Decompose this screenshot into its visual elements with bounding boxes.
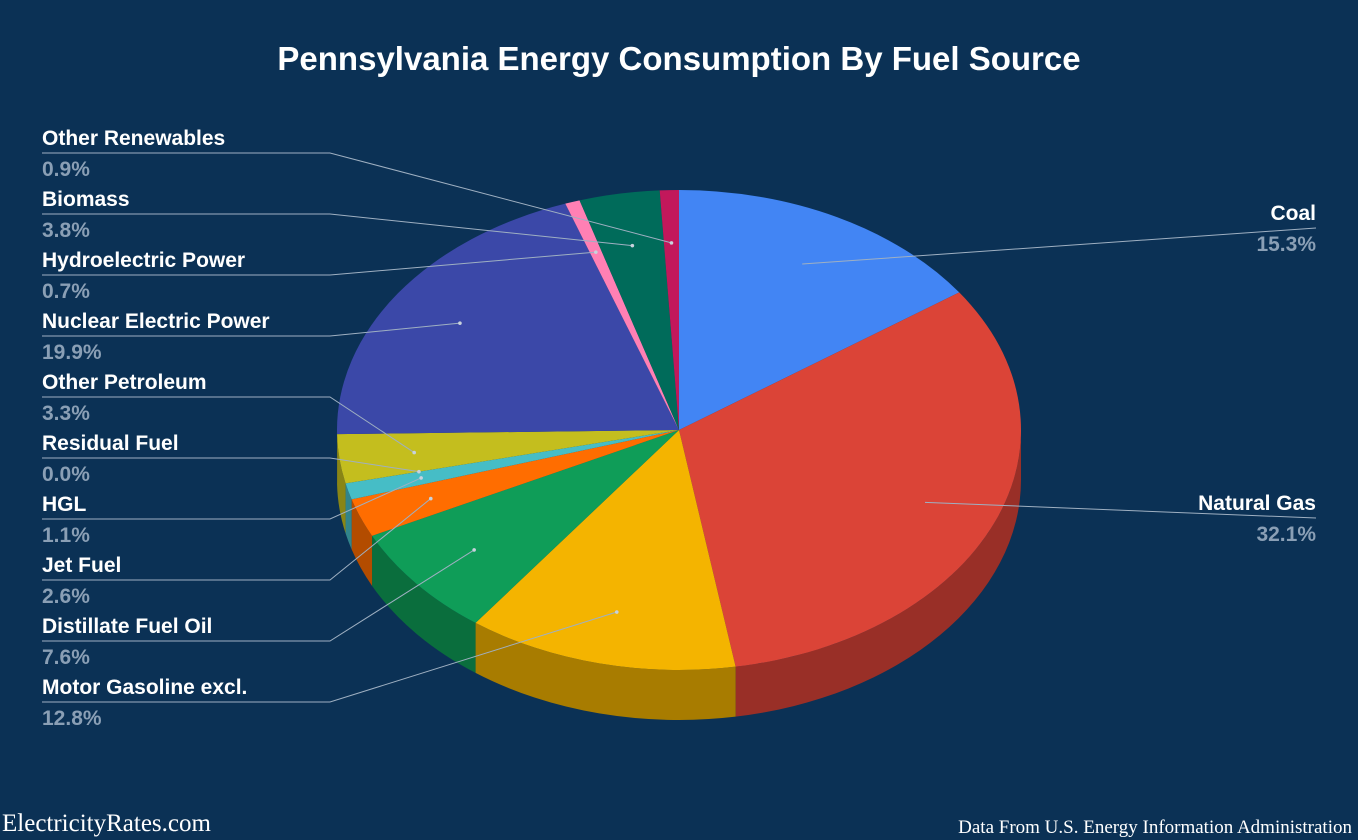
slice-label-hgl: HGL 1.1%: [42, 476, 423, 547]
slice-other-petroleum: [337, 430, 679, 484]
data-source-note: Data From U.S. Energy Information Admini…: [958, 817, 1352, 838]
leader-line-motor-gasoline-excl: [42, 611, 617, 703]
leader-dot-biomass: [630, 243, 635, 248]
leader-line-distillate-fuel-oil: [42, 549, 475, 642]
slice-labels: Coal 15.3% Natural Gas 32.1% Motor Gasoline …: [42, 127, 1316, 730]
leader-line-biomass: [42, 213, 633, 247]
leader-line-hgl: [42, 477, 422, 520]
leader-line-other-petroleum: [42, 396, 415, 453]
slice-side-natural-gas: [735, 430, 1021, 717]
slice-label-other-renewables: Other Renewables 0.9%: [42, 127, 674, 245]
leader-line-other-renewables: [42, 152, 672, 244]
leader-dot-other-renewables: [669, 241, 674, 245]
slice-jet-fuel: [351, 430, 679, 536]
slice-hgl: [345, 430, 679, 500]
slice-side-hgl: [345, 483, 352, 550]
leader-dot-residual-fuel: [417, 469, 421, 474]
slice-side-distillate-fuel-oil: [372, 535, 476, 673]
leader-dot-jet-fuel: [428, 496, 433, 501]
slice-biomass: [579, 190, 679, 430]
slice-natural-gas: [679, 292, 1021, 667]
slice-side-motor-gasoline-excl: [475, 622, 736, 720]
slice-name-motor-gasoline-excl: Motor Gasoline excl.: [42, 676, 247, 699]
slice-value-biomass: 3.8%: [42, 219, 90, 242]
slice-value-coal: 15.3%: [1256, 233, 1316, 256]
slice-label-distillate-fuel-oil: Distillate Fuel Oil 7.6%: [42, 548, 476, 669]
leader-dot-distillate-fuel-oil: [472, 548, 476, 552]
slice-other-renewables: [659, 190, 679, 430]
slice-label-biomass: Biomass 3.8%: [42, 188, 635, 248]
slice-value-jet-fuel: 2.6%: [42, 585, 90, 608]
leader-line-jet-fuel: [42, 498, 432, 581]
leader-dot-nuclear-electric-power: [458, 321, 462, 325]
slice-name-residual-fuel: Residual Fuel: [42, 432, 179, 455]
slice-name-nuclear-electric-power: Nuclear Electric Power: [42, 310, 270, 333]
slice-label-motor-gasoline-excl: Motor Gasoline excl. 12.8%: [42, 610, 619, 730]
leader-dot-hydroelectric-power: [594, 250, 598, 254]
leader-line-natural-gas: [924, 501, 1317, 519]
slice-name-hydroelectric-power: Hydroelectric Power: [42, 249, 245, 272]
slice-name-biomass: Biomass: [42, 188, 130, 211]
leader-line-coal: [802, 227, 1317, 265]
slice-motor-gasoline-excl: [475, 430, 736, 671]
slice-value-natural-gas: 32.1%: [1256, 523, 1316, 546]
slice-value-other-renewables: 0.9%: [42, 158, 90, 181]
slice-value-distillate-fuel-oil: 7.6%: [42, 646, 90, 669]
chart-title: Pennsylvania Energy Consumption By Fuel …: [277, 40, 1081, 77]
pie-slices: [337, 190, 1021, 671]
slice-label-nuclear-electric-power: Nuclear Electric Power 19.9%: [42, 310, 462, 364]
brand-logo-text: ElectricityRates.com: [2, 810, 211, 837]
slice-side-jet-fuel: [351, 499, 373, 586]
slice-hydroelectric-power: [565, 200, 679, 430]
slice-label-residual-fuel: Residual Fuel 0.0%: [42, 432, 421, 486]
slice-value-motor-gasoline-excl: 12.8%: [42, 707, 102, 730]
slice-value-hgl: 1.1%: [42, 524, 90, 547]
slice-distillate-fuel-oil: [372, 430, 679, 623]
slice-name-coal: Coal: [1270, 202, 1316, 225]
slice-value-residual-fuel: 0.0%: [42, 463, 90, 486]
slice-value-other-petroleum: 3.3%: [42, 402, 90, 425]
leader-line-residual-fuel: [42, 457, 420, 473]
leader-dot-other-petroleum: [412, 450, 416, 455]
slice-name-natural-gas: Natural Gas: [1198, 492, 1316, 515]
slice-label-jet-fuel: Jet Fuel 2.6%: [42, 496, 433, 608]
pie-sides: [337, 430, 1021, 720]
slice-name-jet-fuel: Jet Fuel: [42, 554, 121, 577]
slice-name-other-petroleum: Other Petroleum: [42, 371, 207, 394]
leader-line-hydroelectric-power: [42, 251, 596, 276]
slice-coal: [679, 190, 960, 430]
slice-name-hgl: HGL: [42, 493, 87, 516]
slice-value-nuclear-electric-power: 19.9%: [42, 341, 102, 364]
slice-label-natural-gas: Natural Gas 32.1%: [924, 492, 1317, 546]
slice-name-other-renewables: Other Renewables: [42, 127, 225, 150]
slice-name-distillate-fuel-oil: Distillate Fuel Oil: [42, 615, 212, 638]
slice-label-hydroelectric-power: Hydroelectric Power 0.7%: [42, 249, 598, 303]
slice-label-other-petroleum: Other Petroleum 3.3%: [42, 371, 416, 455]
slice-label-coal: Coal 15.3%: [802, 202, 1317, 265]
leader-dot-motor-gasoline-excl: [614, 610, 619, 614]
slice-nuclear-electric-power: [337, 203, 679, 435]
leader-line-nuclear-electric-power: [42, 322, 460, 337]
leader-dot-hgl: [419, 476, 423, 480]
slice-value-hydroelectric-power: 0.7%: [42, 280, 90, 303]
